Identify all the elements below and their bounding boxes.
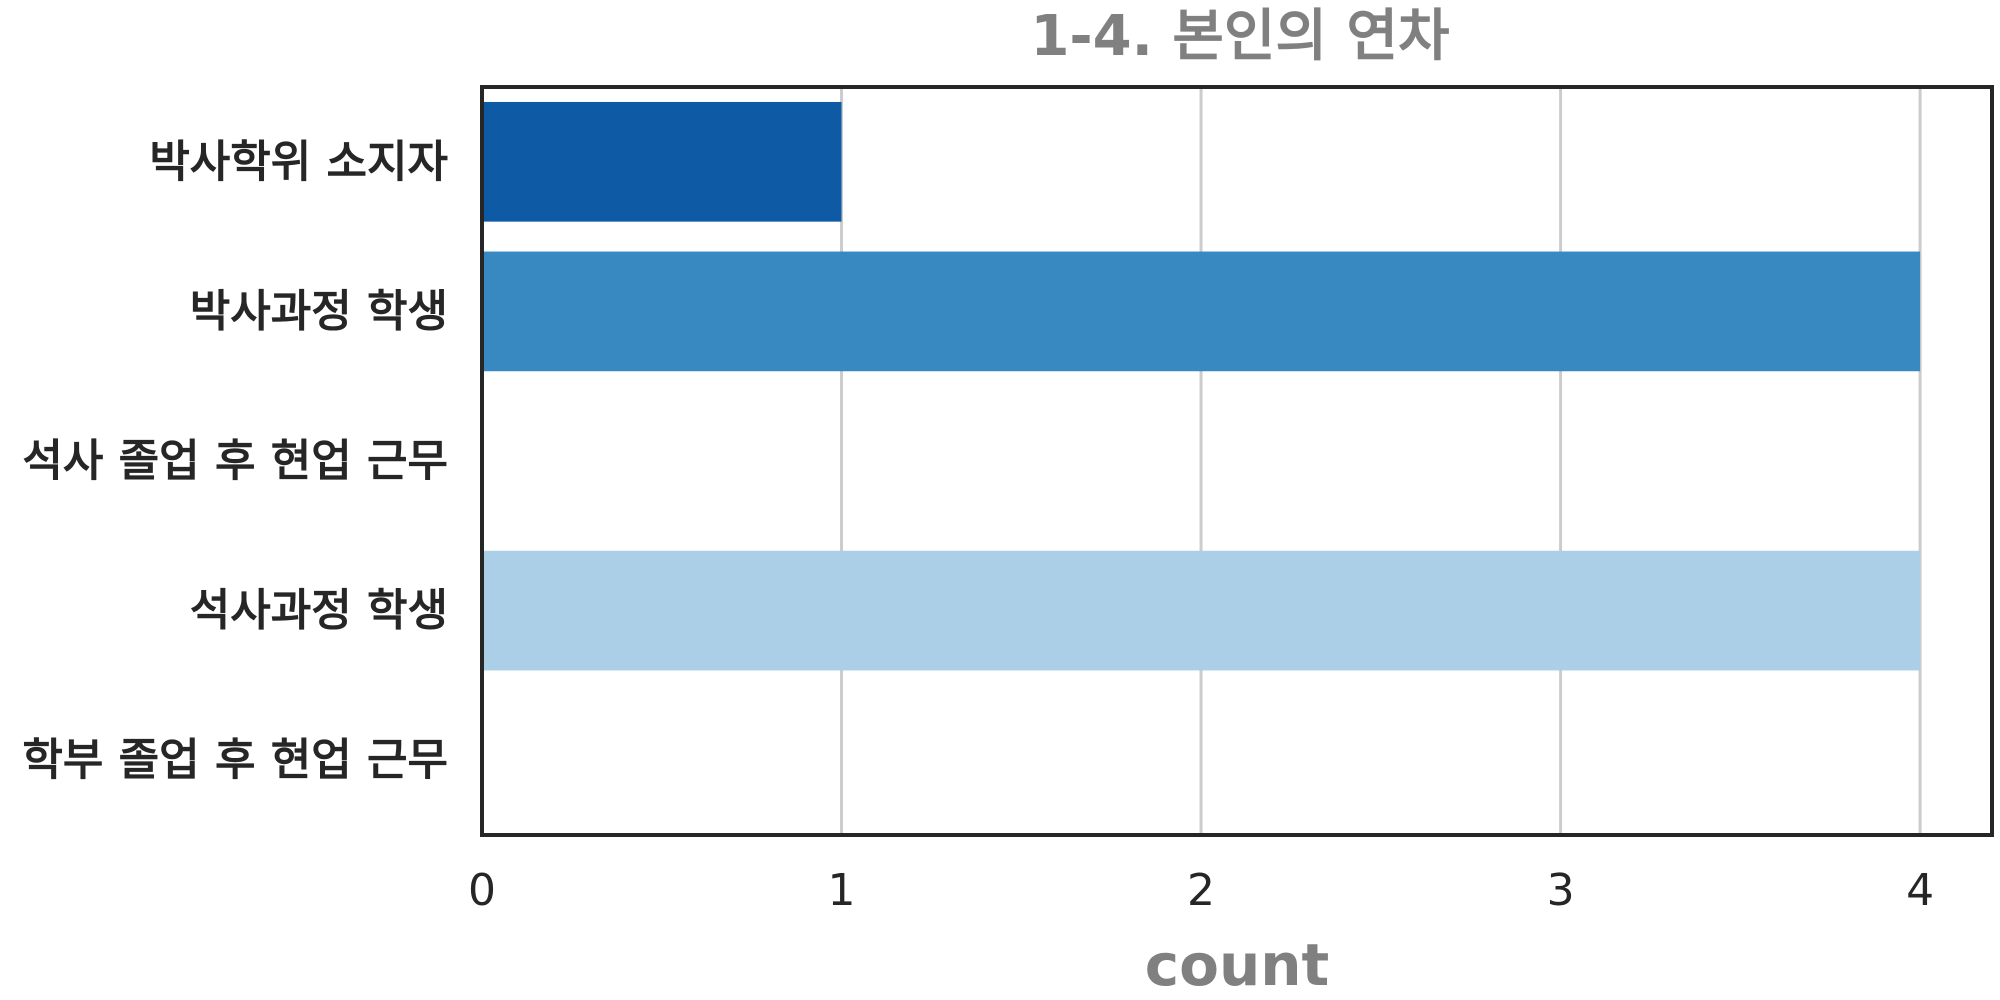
- category-label: 석사과정 학생: [190, 585, 448, 636]
- plot-frame: [480, 85, 1994, 837]
- category-label: 학부 졸업 후 현업 근무: [22, 735, 448, 786]
- x-tick-label: 1: [828, 865, 856, 916]
- x-tick-label: 2: [1187, 865, 1215, 916]
- x-tick-label: 3: [1547, 865, 1575, 916]
- chart-title: 1-4. 본인의 연차: [1030, 4, 1449, 69]
- bar: [482, 101, 842, 222]
- x-tick-label: 0: [468, 865, 496, 916]
- category-label: 석사 졸업 후 현업 근무: [22, 436, 448, 487]
- bars: [482, 101, 1921, 671]
- bar: [482, 251, 1921, 372]
- bar: [482, 550, 1921, 671]
- x-tick-labels: 0 1 2 3 4: [468, 865, 1934, 916]
- category-label: 박사학위 소지자: [149, 136, 448, 187]
- x-axis-label: count: [1145, 931, 1330, 999]
- category-label: 박사과정 학생: [190, 286, 448, 337]
- x-tick-label: 4: [1906, 865, 1934, 916]
